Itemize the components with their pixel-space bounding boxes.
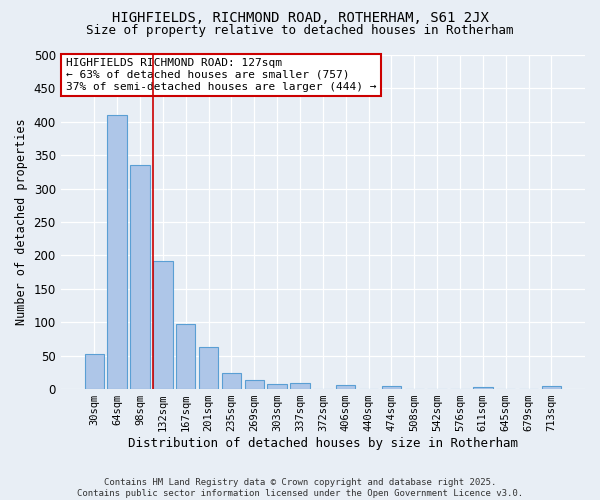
Y-axis label: Number of detached properties: Number of detached properties <box>15 118 28 326</box>
Bar <box>176 324 196 389</box>
Bar <box>382 386 401 389</box>
Text: HIGHFIELDS, RICHMOND ROAD, ROTHERHAM, S61 2JX: HIGHFIELDS, RICHMOND ROAD, ROTHERHAM, S6… <box>112 12 488 26</box>
Bar <box>130 165 149 389</box>
Bar <box>542 386 561 389</box>
Bar <box>221 373 241 389</box>
Bar <box>199 347 218 389</box>
Text: Size of property relative to detached houses in Rotherham: Size of property relative to detached ho… <box>86 24 514 37</box>
Bar <box>153 261 173 389</box>
Bar <box>290 383 310 389</box>
Text: HIGHFIELDS RICHMOND ROAD: 127sqm
← 63% of detached houses are smaller (757)
37% : HIGHFIELDS RICHMOND ROAD: 127sqm ← 63% o… <box>66 58 376 92</box>
Bar <box>268 384 287 389</box>
Bar <box>85 354 104 389</box>
Bar <box>473 387 493 389</box>
Bar <box>245 380 264 389</box>
Bar <box>336 385 355 389</box>
X-axis label: Distribution of detached houses by size in Rotherham: Distribution of detached houses by size … <box>128 437 518 450</box>
Text: Contains HM Land Registry data © Crown copyright and database right 2025.
Contai: Contains HM Land Registry data © Crown c… <box>77 478 523 498</box>
Bar <box>107 115 127 389</box>
